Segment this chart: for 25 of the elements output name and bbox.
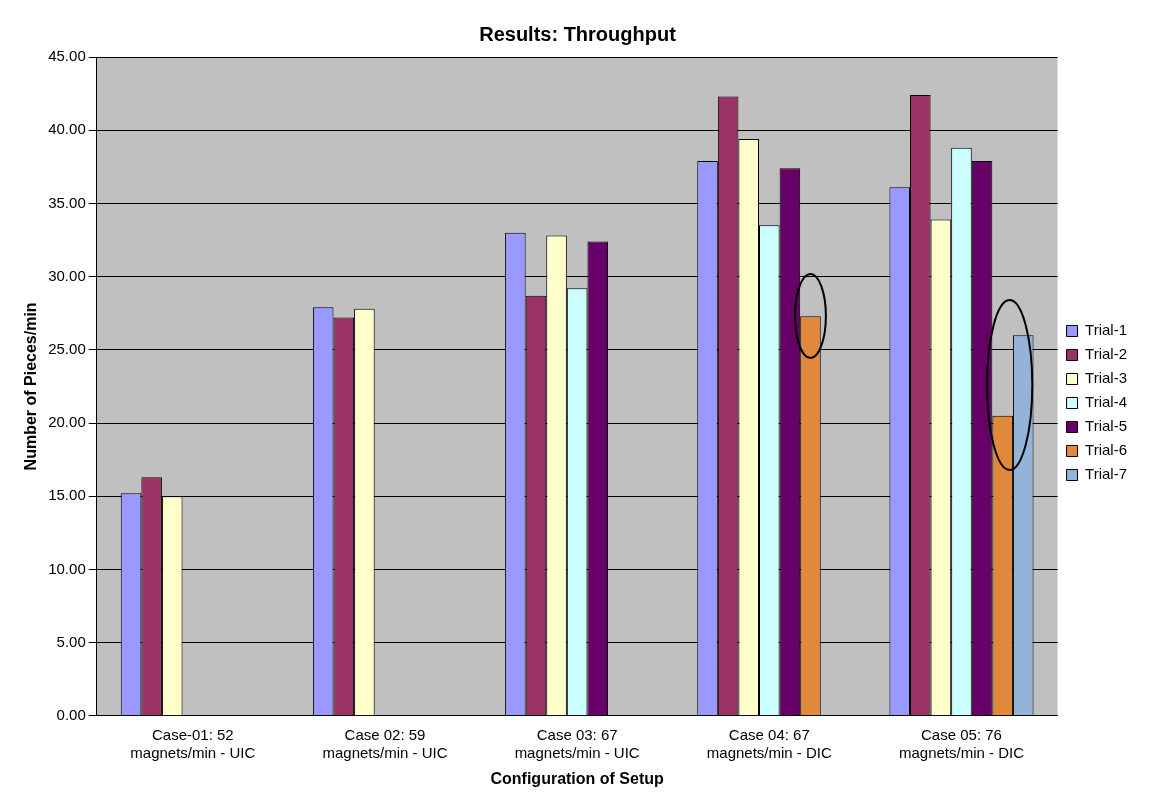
legend-label: Trial-3 xyxy=(1085,369,1128,387)
y-tick-label: 5.00 xyxy=(56,632,86,650)
y-tick-label: 40.00 xyxy=(48,120,86,138)
y-tick-label: 45.00 xyxy=(48,47,86,65)
x-tick-label: Case-01: 52 magnets/min - UIC xyxy=(130,725,256,761)
x-tick-label: Case 02: 59 magnets/min - UIC xyxy=(322,725,448,761)
y-tick-label: 15.00 xyxy=(48,486,86,504)
x-axis-title: Configuration of Setup xyxy=(490,769,665,787)
y-tick-label: 35.00 xyxy=(48,193,86,211)
y-axis-title: Number of Pieces/min xyxy=(22,302,40,471)
y-tick-label: 20.00 xyxy=(48,413,86,431)
legend-label: Trial-2 xyxy=(1085,345,1128,363)
legend-label: Trial-7 xyxy=(1085,465,1128,483)
x-tick-label: Case 04: 67 magnets/min - DIC xyxy=(706,725,832,761)
y-tick-label: 25.00 xyxy=(48,339,86,357)
x-tick-label: Case 05: 76 magnets/min - DIC xyxy=(898,725,1025,761)
chart-title: Results: Throughput xyxy=(479,22,677,45)
legend-label: Trial-5 xyxy=(1085,417,1128,435)
legend-label: Trial-1 xyxy=(1085,321,1128,339)
y-tick-label: 30.00 xyxy=(48,266,86,284)
y-tick-label: 10.00 xyxy=(48,559,86,577)
legend-label: Trial-4 xyxy=(1085,393,1128,411)
legend-label: Trial-6 xyxy=(1085,441,1128,459)
y-tick-label: 0.00 xyxy=(56,705,86,723)
x-tick-label: Case 03: 67 magnets/min - UIC xyxy=(514,725,640,761)
